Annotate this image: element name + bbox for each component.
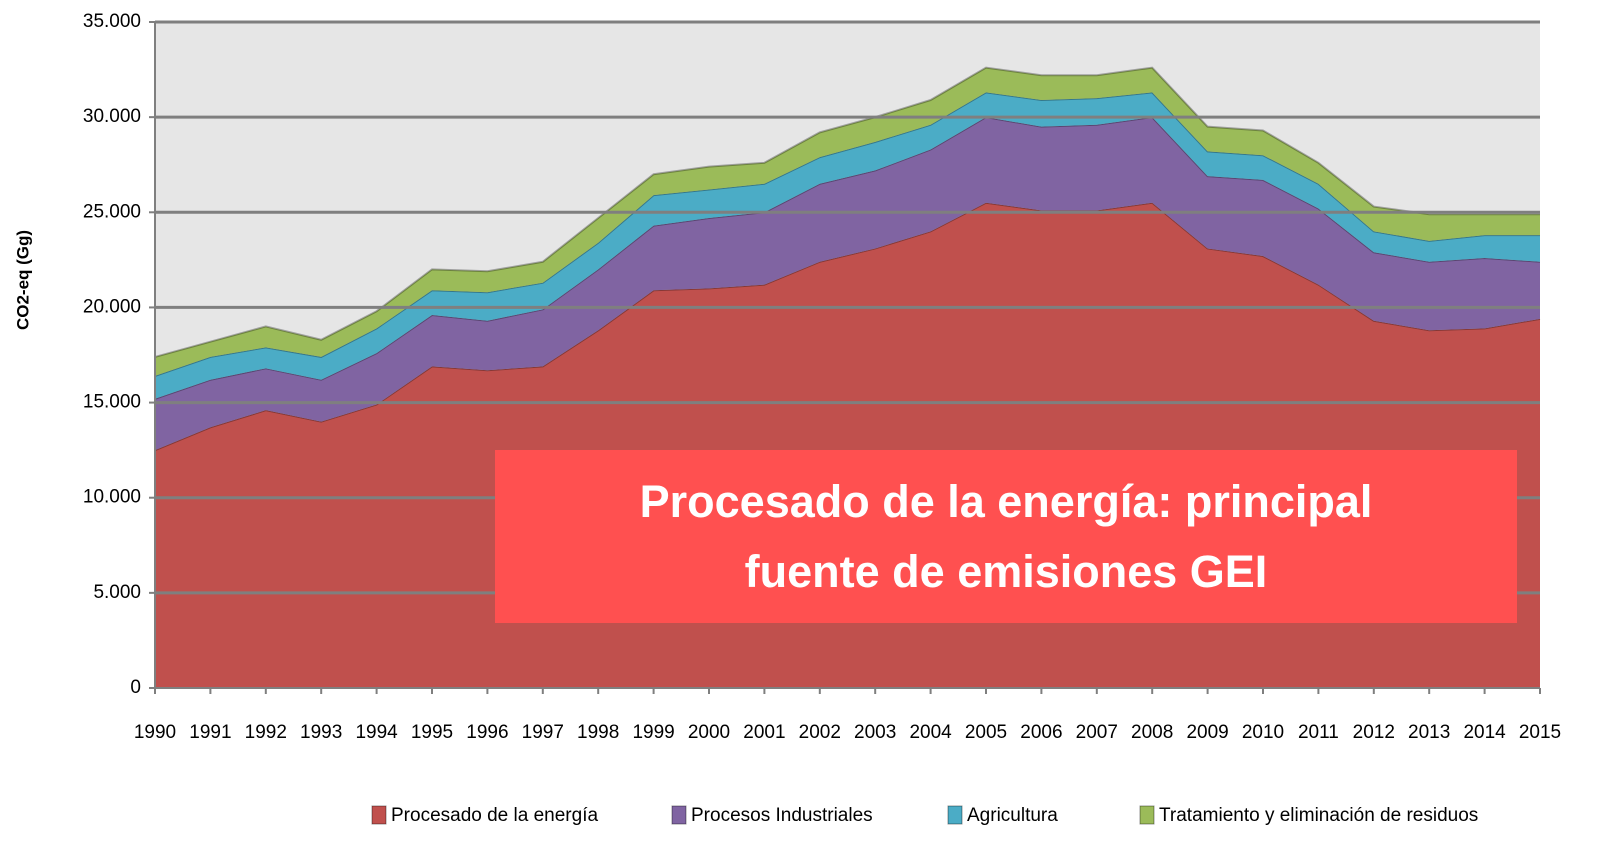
legend-label: Agricultura [967, 805, 1058, 826]
annotation: Procesado de la energía: principal fuent… [495, 450, 1517, 623]
y-tick-label: 25.000 [83, 201, 141, 222]
y-axis-label: CO2-eq (Gg) [13, 230, 32, 330]
x-tick-label: 2014 [1463, 722, 1506, 743]
legend-label: Procesos Industriales [691, 805, 873, 826]
area [155, 92, 1540, 399]
x-tick-label: 1998 [577, 722, 619, 743]
area-edge [154, 66, 1540, 358]
area [155, 117, 1540, 451]
x-tick-label: 1990 [134, 722, 176, 743]
legend-label: Procesado de la energía [391, 805, 598, 826]
x-tick-label: 2015 [1519, 722, 1561, 743]
x-tick-label: 2007 [1076, 722, 1118, 743]
x-tick-label: 1991 [189, 722, 231, 743]
legend-swatch [671, 805, 687, 825]
x-tick-label: 2003 [854, 722, 896, 743]
y-tick-label: 0 [130, 677, 141, 698]
y-tick-label: 10.000 [83, 487, 141, 508]
x-tick-label: 2012 [1353, 722, 1395, 743]
legend-swatch [947, 805, 963, 825]
x-tick-label: 2004 [909, 722, 952, 743]
x-tick-label: 2006 [1020, 722, 1062, 743]
x-tick-label: 2011 [1298, 722, 1339, 743]
y-tick-label: 35.000 [83, 11, 141, 32]
x-tick-label: 2002 [799, 722, 841, 743]
x-tick-label: 1999 [632, 722, 674, 743]
y-tick-label: 15.000 [83, 392, 141, 413]
x-tick-label: 1993 [300, 722, 342, 743]
x-tick-label: 2005 [965, 722, 1007, 743]
legend-swatch [371, 805, 387, 825]
x-tick-label: 1996 [466, 722, 508, 743]
x-tick-label: 2000 [688, 722, 730, 743]
x-tick-label: 2001 [743, 722, 785, 743]
x-tick-label: 2013 [1408, 722, 1450, 743]
x-tick-label: 1997 [522, 722, 564, 743]
x-tick-label: 2010 [1242, 722, 1284, 743]
y-tick-label: 30.000 [83, 106, 141, 127]
y-tick-label: 20.000 [83, 296, 141, 317]
x-tick-label: 1995 [411, 722, 453, 743]
x-tick-label: 2009 [1186, 722, 1228, 743]
legend-swatch [1139, 805, 1155, 825]
x-tick-label: 1992 [245, 722, 287, 743]
legend-label: Tratamiento y eliminación de residuos [1159, 805, 1478, 826]
x-tick-label: 2008 [1131, 722, 1173, 743]
x-tick-label: 1994 [355, 722, 398, 743]
y-tick-label: 5.000 [93, 582, 141, 603]
area [155, 67, 1540, 376]
